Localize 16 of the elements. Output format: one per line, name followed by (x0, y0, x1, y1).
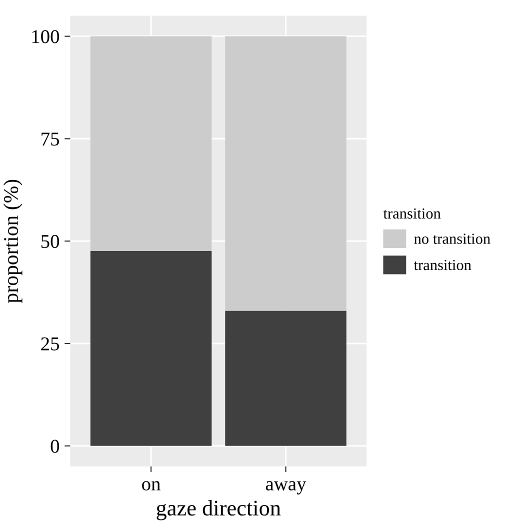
y-tick-label: 100 (32, 30, 60, 44)
y-tick-label: 50 (41, 234, 60, 248)
bar (90, 36, 212, 251)
x-tick-label: away (266, 481, 306, 494)
bar (90, 250, 212, 446)
y-axis-title: proportion (%) (3, 180, 22, 303)
y-tick-label: 25 (41, 337, 60, 350)
x-axis-title: gaze direction (156, 500, 281, 520)
y-tick-label: 75 (42, 132, 60, 146)
legend-label: no transition (414, 234, 490, 244)
legend-label: transition (414, 260, 472, 270)
y-tick-label: 0 (50, 440, 60, 453)
bar (225, 36, 346, 311)
bar (225, 310, 346, 446)
legend-title: transition (383, 208, 441, 219)
x-tick-label: on (142, 481, 160, 490)
